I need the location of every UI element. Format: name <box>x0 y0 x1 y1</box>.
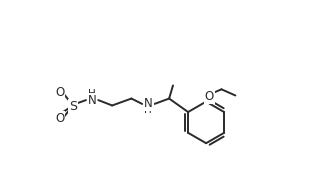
Text: O: O <box>55 112 65 125</box>
Text: S: S <box>69 100 77 113</box>
Text: H: H <box>144 105 152 115</box>
Text: O: O <box>204 90 214 103</box>
Text: N: N <box>144 97 153 110</box>
Text: O: O <box>55 86 65 99</box>
Text: N: N <box>88 94 96 107</box>
Text: H: H <box>88 89 96 99</box>
